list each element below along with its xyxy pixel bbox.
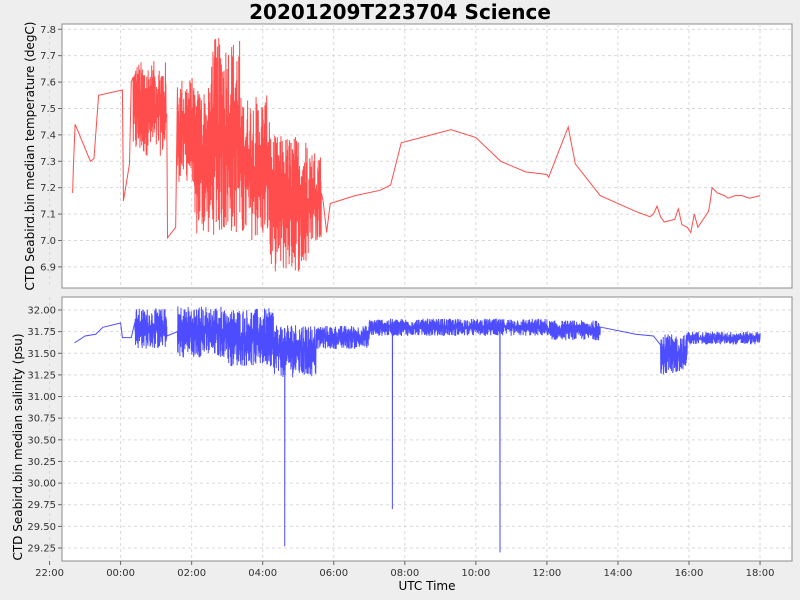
y-tick-label: 31.50 — [27, 349, 56, 360]
y-tick-label: 7.4 — [40, 130, 56, 141]
salinity-series — [74, 306, 761, 553]
x-tick-label: 16:00 — [675, 568, 704, 579]
x-axis-label: UTC Time — [399, 579, 456, 593]
x-ticks: 22:00 00:00 02:00 04:00 06:00 08:00 10:00 12:00… — [35, 561, 774, 579]
y-tick-label: 29.25 — [27, 544, 56, 555]
salinity-line — [74, 306, 761, 553]
y-tick-label: 7.6 — [40, 78, 56, 89]
y-tick-label: 30.00 — [27, 479, 56, 490]
temperature-plot-area — [61, 23, 793, 289]
y-tick-label: 29.75 — [27, 500, 56, 511]
y-tick-label: 31.25 — [27, 370, 56, 381]
temperature-plot: 6.9 7.0 7.1 7.2 7.3 7.4 7.5 7.6 7.7 7.8 CTD Seabi… — [23, 22, 793, 291]
salinity-y-ticks: 29.25 29.50 29.75 30.00 30.25 30.50 30.75 31.00… — [27, 305, 62, 555]
x-tick-label: 04:00 — [248, 568, 277, 579]
y-tick-label: 7.1 — [40, 210, 56, 221]
temperature-line — [72, 37, 761, 272]
x-tick-label: 00:00 — [106, 568, 135, 579]
x-tick-label: 12:00 — [532, 568, 561, 579]
y-tick-label: 32.00 — [27, 305, 56, 316]
y-tick-label: 7.8 — [40, 25, 56, 36]
temperature-y-ticks: 6.9 7.0 7.1 7.2 7.3 7.4 7.5 7.6 7.7 7.8 — [40, 25, 62, 273]
temperature-series — [72, 37, 761, 272]
x-tick-label: 10:00 — [461, 568, 490, 579]
y-tick-label: 7.5 — [40, 104, 56, 115]
temperature-y-label: CTD Seabird.bin median temperature (degC… — [23, 22, 37, 291]
y-tick-label: 29.50 — [27, 522, 56, 533]
y-tick-label: 7.2 — [40, 183, 56, 194]
y-tick-label: 31.75 — [27, 327, 56, 338]
y-tick-label: 7.3 — [40, 157, 56, 168]
y-tick-label: 30.50 — [27, 435, 56, 446]
y-tick-label: 31.00 — [27, 392, 56, 403]
salinity-y-label: CTD Seabird.bin median salinity (psu) — [11, 333, 25, 560]
chart-title: 20201209T223704 Science — [249, 0, 551, 24]
x-tick-label: 22:00 — [35, 568, 64, 579]
x-tick-label: 14:00 — [604, 568, 633, 579]
y-tick-label: 30.25 — [27, 457, 56, 468]
y-tick-label: 7.0 — [40, 236, 56, 247]
x-tick-label: 02:00 — [177, 568, 206, 579]
y-tick-label: 6.9 — [40, 262, 56, 273]
y-tick-label: 30.75 — [27, 414, 56, 425]
y-tick-label: 7.7 — [40, 51, 56, 62]
salinity-plot-area — [61, 296, 793, 562]
salinity-plot: 29.25 29.50 29.75 30.00 30.25 30.50 30.75 31.00… — [11, 296, 793, 562]
x-tick-label: 18:00 — [746, 568, 775, 579]
x-tick-label: 06:00 — [319, 568, 348, 579]
x-tick-label: 08:00 — [390, 568, 419, 579]
